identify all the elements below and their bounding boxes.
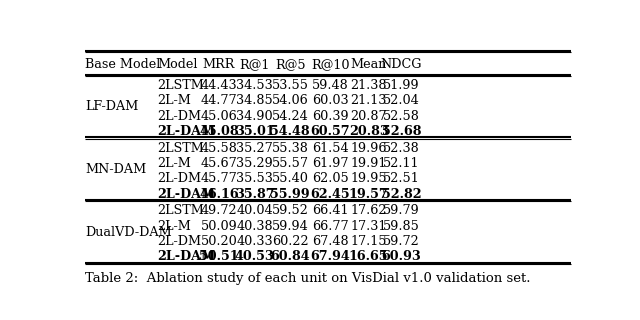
Text: 45.06: 45.06 bbox=[200, 110, 237, 123]
Text: Table 2:  Ablation study of each unit on VisDial v1.0 validation set.: Table 2: Ablation study of each unit on … bbox=[85, 272, 531, 285]
Text: 34.85: 34.85 bbox=[236, 94, 273, 108]
Text: 62.45: 62.45 bbox=[310, 188, 350, 201]
Text: 40.38: 40.38 bbox=[236, 220, 273, 233]
Text: 50.20: 50.20 bbox=[200, 235, 237, 248]
Text: 45.67: 45.67 bbox=[200, 157, 237, 170]
Text: 17.15: 17.15 bbox=[351, 235, 387, 248]
Text: 16.65: 16.65 bbox=[349, 250, 388, 263]
Text: 60.22: 60.22 bbox=[272, 235, 308, 248]
Text: 52.58: 52.58 bbox=[383, 110, 420, 123]
Text: 54.24: 54.24 bbox=[272, 110, 308, 123]
Text: 53.55: 53.55 bbox=[272, 79, 309, 92]
Text: 52.68: 52.68 bbox=[381, 125, 421, 138]
Text: 45.77: 45.77 bbox=[200, 172, 237, 185]
Text: 34.90: 34.90 bbox=[236, 110, 273, 123]
Text: 59.79: 59.79 bbox=[383, 204, 420, 218]
Text: 19.95: 19.95 bbox=[350, 172, 387, 185]
Text: 67.48: 67.48 bbox=[312, 235, 349, 248]
Text: 17.62: 17.62 bbox=[351, 204, 387, 218]
Text: 35.27: 35.27 bbox=[236, 142, 273, 155]
Text: 2L-DM: 2L-DM bbox=[157, 172, 201, 185]
Text: 54.48: 54.48 bbox=[271, 125, 310, 138]
Text: 40.04: 40.04 bbox=[236, 204, 273, 218]
Text: 2L-M: 2L-M bbox=[157, 94, 191, 108]
Text: 67.94: 67.94 bbox=[310, 250, 350, 263]
Text: 34.53: 34.53 bbox=[236, 79, 273, 92]
Text: 59.94: 59.94 bbox=[272, 220, 308, 233]
Text: 50.51: 50.51 bbox=[199, 250, 239, 263]
Text: 66.41: 66.41 bbox=[312, 204, 349, 218]
Text: 59.72: 59.72 bbox=[383, 235, 420, 248]
Text: 40.53: 40.53 bbox=[235, 250, 275, 263]
Text: 44.43: 44.43 bbox=[200, 79, 237, 92]
Text: 2LSTM: 2LSTM bbox=[157, 79, 204, 92]
Text: 2L-DAM: 2L-DAM bbox=[157, 125, 215, 138]
Text: 21.13: 21.13 bbox=[351, 94, 387, 108]
Text: 35.01: 35.01 bbox=[235, 125, 275, 138]
Text: 66.77: 66.77 bbox=[312, 220, 349, 233]
Text: 21.38: 21.38 bbox=[351, 79, 387, 92]
Text: 2LSTM: 2LSTM bbox=[157, 204, 204, 218]
Text: 51.99: 51.99 bbox=[383, 79, 420, 92]
Text: 2L-DAM: 2L-DAM bbox=[157, 188, 215, 201]
Text: 17.31: 17.31 bbox=[351, 220, 387, 233]
Text: 2L-DM: 2L-DM bbox=[157, 110, 201, 123]
Text: R@5: R@5 bbox=[275, 58, 306, 71]
Text: 50.09: 50.09 bbox=[200, 220, 237, 233]
Text: 2LSTM: 2LSTM bbox=[157, 142, 204, 155]
Text: 35.29: 35.29 bbox=[236, 157, 273, 170]
Text: Base Model: Base Model bbox=[85, 58, 161, 71]
Text: Mean: Mean bbox=[351, 58, 387, 71]
Text: 52.11: 52.11 bbox=[383, 157, 420, 170]
Text: 19.57: 19.57 bbox=[349, 188, 388, 201]
Text: 60.03: 60.03 bbox=[312, 94, 349, 108]
Text: 40.33: 40.33 bbox=[236, 235, 273, 248]
Text: 62.05: 62.05 bbox=[312, 172, 349, 185]
Text: 61.97: 61.97 bbox=[312, 157, 349, 170]
Text: 20.87: 20.87 bbox=[350, 110, 387, 123]
Text: 52.82: 52.82 bbox=[381, 188, 421, 201]
Text: 19.96: 19.96 bbox=[351, 142, 387, 155]
Text: 59.48: 59.48 bbox=[312, 79, 349, 92]
Text: Model: Model bbox=[157, 58, 197, 71]
Text: 20.83: 20.83 bbox=[349, 125, 388, 138]
Text: 61.54: 61.54 bbox=[312, 142, 349, 155]
Text: 35.53: 35.53 bbox=[236, 172, 273, 185]
Text: R@1: R@1 bbox=[239, 58, 270, 71]
Text: 49.72: 49.72 bbox=[200, 204, 237, 218]
Text: MRR: MRR bbox=[203, 58, 235, 71]
Text: MN-DAM: MN-DAM bbox=[85, 163, 146, 176]
Text: 55.38: 55.38 bbox=[272, 142, 308, 155]
Text: 55.57: 55.57 bbox=[272, 157, 309, 170]
Text: 52.04: 52.04 bbox=[383, 94, 420, 108]
Text: 35.87: 35.87 bbox=[235, 188, 275, 201]
Text: R@10: R@10 bbox=[311, 58, 349, 71]
Text: 55.40: 55.40 bbox=[272, 172, 308, 185]
Text: 52.51: 52.51 bbox=[383, 172, 420, 185]
Text: NDCG: NDCG bbox=[381, 58, 422, 71]
Text: 2L-M: 2L-M bbox=[157, 157, 191, 170]
Text: 55.99: 55.99 bbox=[271, 188, 310, 201]
Text: 2L-DM: 2L-DM bbox=[157, 235, 201, 248]
Text: 59.85: 59.85 bbox=[383, 220, 420, 233]
Text: 45.58: 45.58 bbox=[200, 142, 237, 155]
Text: 54.06: 54.06 bbox=[272, 94, 308, 108]
Text: 19.91: 19.91 bbox=[351, 157, 387, 170]
Text: 60.93: 60.93 bbox=[381, 250, 421, 263]
Text: 46.16: 46.16 bbox=[199, 188, 239, 201]
Text: 60.57: 60.57 bbox=[310, 125, 350, 138]
Text: 60.39: 60.39 bbox=[312, 110, 349, 123]
Text: 59.52: 59.52 bbox=[272, 204, 308, 218]
Text: DualVD-DAM: DualVD-DAM bbox=[85, 226, 172, 238]
Text: LF-DAM: LF-DAM bbox=[85, 100, 138, 113]
Text: 52.38: 52.38 bbox=[383, 142, 420, 155]
Text: 45.08: 45.08 bbox=[199, 125, 239, 138]
Text: 60.84: 60.84 bbox=[271, 250, 310, 263]
Text: 44.77: 44.77 bbox=[200, 94, 237, 108]
Text: 2L-DAM: 2L-DAM bbox=[157, 250, 215, 263]
Text: 2L-M: 2L-M bbox=[157, 220, 191, 233]
